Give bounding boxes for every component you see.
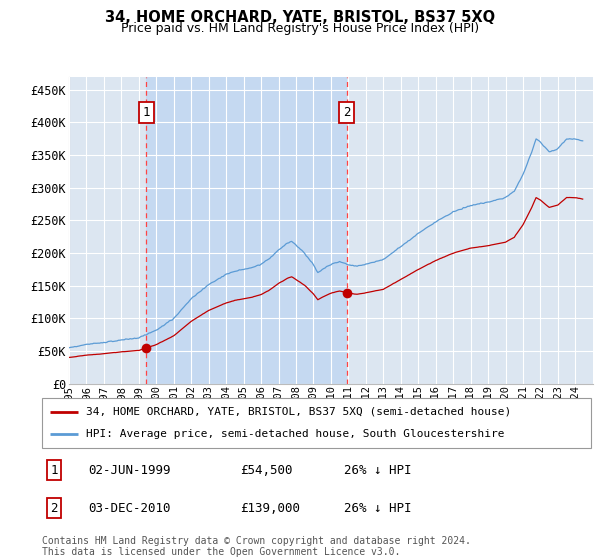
Text: 2: 2 (343, 106, 351, 119)
Text: 26% ↓ HPI: 26% ↓ HPI (344, 464, 412, 477)
Text: £139,000: £139,000 (239, 502, 299, 515)
Text: 1: 1 (50, 464, 58, 477)
Text: 34, HOME ORCHARD, YATE, BRISTOL, BS37 5XQ (semi-detached house): 34, HOME ORCHARD, YATE, BRISTOL, BS37 5X… (86, 407, 511, 417)
Text: HPI: Average price, semi-detached house, South Gloucestershire: HPI: Average price, semi-detached house,… (86, 429, 505, 439)
Text: Contains HM Land Registry data © Crown copyright and database right 2024.
This d: Contains HM Land Registry data © Crown c… (42, 535, 471, 557)
Text: 03-DEC-2010: 03-DEC-2010 (89, 502, 171, 515)
Text: Price paid vs. HM Land Registry's House Price Index (HPI): Price paid vs. HM Land Registry's House … (121, 22, 479, 35)
Text: 1: 1 (142, 106, 150, 119)
Text: 2: 2 (50, 502, 58, 515)
Bar (146, 77, 347, 384)
Text: 02-JUN-1999: 02-JUN-1999 (89, 464, 171, 477)
Text: 34, HOME ORCHARD, YATE, BRISTOL, BS37 5XQ: 34, HOME ORCHARD, YATE, BRISTOL, BS37 5X… (105, 10, 495, 25)
Text: £54,500: £54,500 (239, 464, 292, 477)
FancyBboxPatch shape (42, 398, 591, 448)
Text: 26% ↓ HPI: 26% ↓ HPI (344, 502, 412, 515)
